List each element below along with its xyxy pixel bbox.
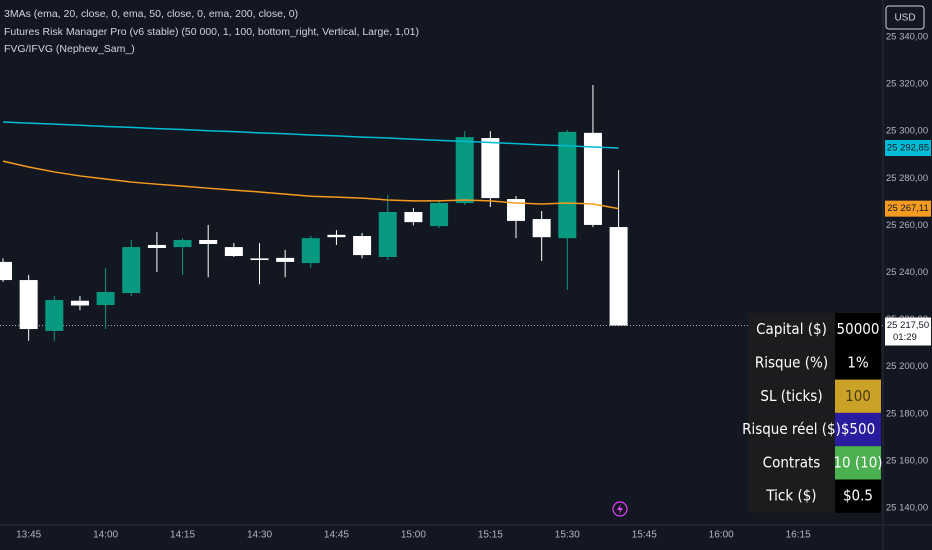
table-cell	[835, 379, 881, 413]
x-tick-label: 13:45	[16, 530, 41, 541]
table-cell	[835, 412, 881, 447]
y-tick-label: 25 200,00	[886, 361, 928, 372]
moving-average	[2, 160, 619, 210]
table-label: Tick ($)	[765, 487, 816, 505]
y-tick-label: 25 160,00	[886, 455, 928, 466]
candle-body	[70, 300, 89, 306]
candle-body	[250, 258, 269, 261]
y-tick-label: 25 320,00	[886, 79, 928, 90]
x-tick-label: 14:15	[170, 530, 195, 541]
table-cell	[835, 346, 881, 380]
candle-body	[404, 211, 423, 223]
x-tick-label: 16:15	[786, 530, 811, 541]
candle-body	[353, 236, 372, 256]
ma-price-tag	[885, 200, 931, 217]
table-cell	[835, 446, 881, 480]
y-tick-label: 25 280,00	[886, 173, 928, 184]
candle-body	[507, 199, 525, 221]
candle-body	[276, 257, 295, 262]
countdown-label: 01:29	[893, 332, 917, 343]
indicator-label: 3MAs (ema, 20, close, 0, ema, 50, close,…	[4, 8, 298, 20]
candle-body	[199, 240, 218, 245]
table-value: 1%	[847, 353, 869, 371]
table-label: SL (ticks)	[760, 387, 822, 405]
x-tick-label: 16:00	[709, 530, 734, 541]
table-value: 10 (10)	[833, 453, 882, 471]
candle-body	[609, 227, 628, 326]
last-price-label: 25 217,50	[887, 320, 929, 331]
currency-label: USD	[894, 13, 915, 24]
last-price-tag	[885, 317, 931, 346]
table-cell	[835, 479, 881, 513]
candle-body	[583, 132, 602, 225]
y-tick-label: 25 140,00	[886, 503, 928, 514]
moving-average	[2, 121, 619, 149]
x-tick-label: 14:00	[93, 530, 118, 541]
table-label: Contrats	[763, 453, 821, 471]
candle-body	[327, 234, 346, 238]
ma-price-label: 25 267,11	[887, 203, 929, 214]
candle-body	[481, 138, 500, 199]
y-tick-label: 25 240,00	[886, 267, 928, 278]
candle-body	[378, 211, 397, 257]
y-tick-label: 25 340,00	[886, 31, 928, 42]
candle-body	[147, 244, 166, 249]
table-label: Risque (%)	[755, 353, 828, 371]
ma-price-tag	[885, 140, 931, 157]
table-cell	[835, 313, 881, 347]
candle-body	[532, 219, 551, 238]
table-value: 50000	[837, 320, 880, 338]
table-value: $0.5	[843, 487, 873, 505]
table-label: Risque réel ($)	[742, 420, 841, 438]
table-value: 100	[845, 387, 871, 405]
candle-body	[224, 247, 243, 257]
x-tick-label: 15:30	[555, 530, 580, 541]
table-value: $500	[841, 420, 875, 438]
x-tick-label: 14:45	[324, 530, 349, 541]
x-tick-label: 15:15	[478, 530, 503, 541]
table-cell	[748, 479, 835, 513]
candle-body	[122, 247, 141, 294]
y-tick-label: 25 180,00	[886, 408, 928, 419]
x-tick-label: 15:00	[401, 530, 426, 541]
table-cell	[748, 346, 835, 380]
table-label: Capital ($)	[756, 320, 827, 338]
table-cell	[748, 313, 835, 347]
realtime-icon	[612, 501, 628, 517]
currency-button[interactable]	[885, 5, 925, 30]
candle-body	[45, 300, 64, 331]
indicator-label: FVG/IFVG (Nephew_Sam_)	[4, 43, 135, 55]
candle-body	[19, 280, 38, 330]
table-cell	[748, 379, 835, 413]
candle-body	[455, 137, 474, 204]
x-tick-label: 14:30	[247, 530, 272, 541]
table-cell	[748, 446, 835, 480]
y-tick-label: 25 300,00	[886, 126, 928, 137]
candle-body	[430, 203, 449, 227]
candle-body	[96, 292, 115, 306]
candle-body	[173, 240, 192, 248]
x-tick-label: 15:45	[632, 530, 657, 541]
candle-body	[0, 261, 12, 281]
candle-body	[301, 238, 320, 264]
y-tick-label: 25 260,00	[886, 220, 928, 231]
indicator-label: Futures Risk Manager Pro (v6 stable) (50…	[4, 26, 419, 38]
table-cell	[748, 412, 835, 447]
ma-price-label: 25 292,85	[887, 143, 929, 154]
candle-body	[558, 131, 577, 239]
